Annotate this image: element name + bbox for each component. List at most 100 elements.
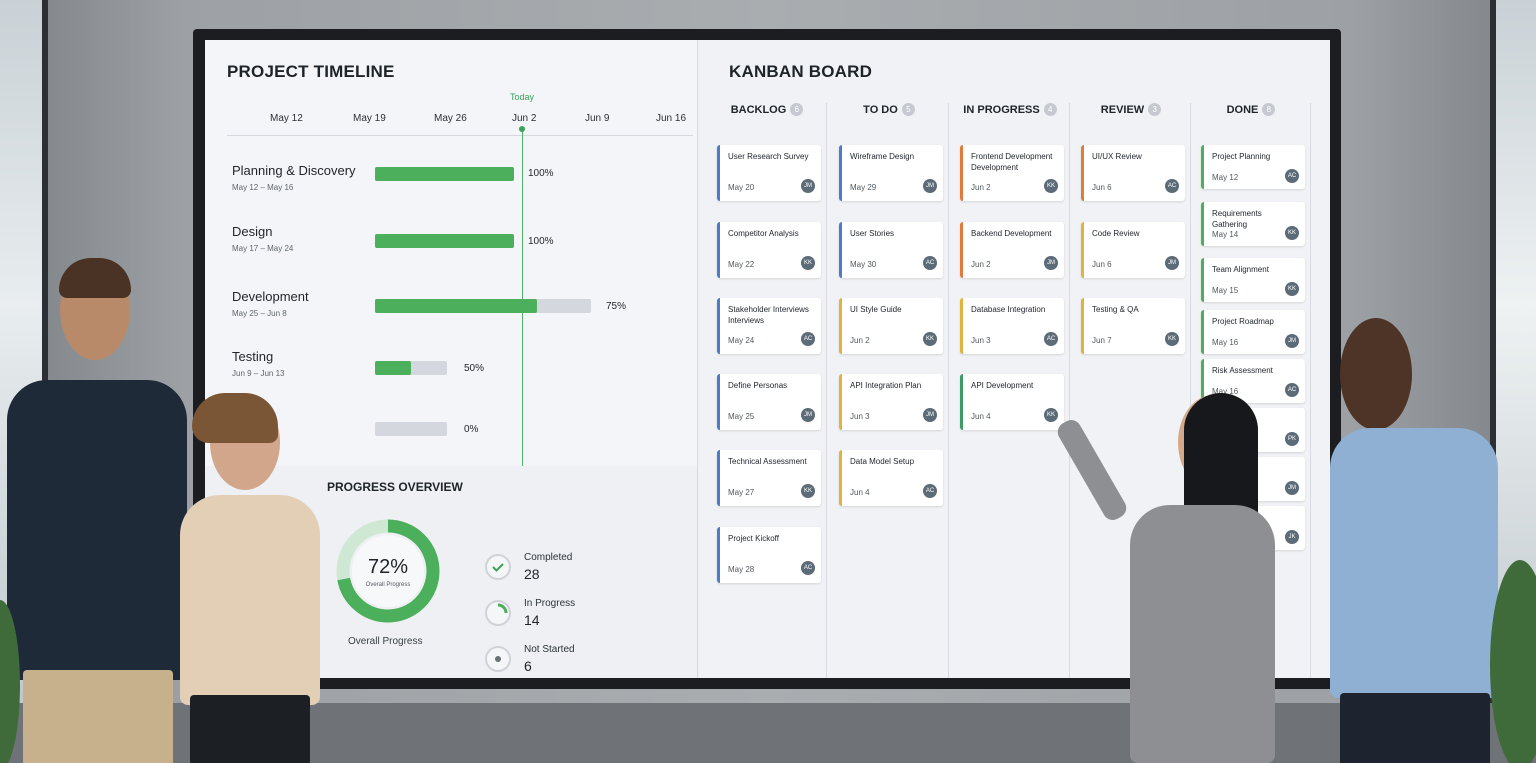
kanban-card[interactable]: Requirements Gathering May 14 KK [1201, 202, 1305, 246]
task-row[interactable]: Testing Jun 9 – Jun 13 50% [232, 349, 672, 389]
person-woman-left [180, 393, 330, 763]
kanban-card[interactable]: Backend Development Jun 2 JM [960, 222, 1064, 278]
date-tick: May 26 [434, 113, 467, 124]
card-title: Requirements Gathering [1212, 209, 1262, 229]
column-count-badge: 4 [1043, 103, 1057, 116]
kanban-card[interactable]: Define Personas May 25 JM [717, 374, 821, 430]
column-header[interactable]: BACKLOG 6 [707, 103, 827, 133]
stat-value: 28 [524, 566, 540, 582]
kanban-card[interactable]: Technical Assessment May 27 KK [717, 450, 821, 506]
trousers [1340, 693, 1490, 763]
column-header[interactable]: IN PROGRESS 4 [950, 103, 1070, 133]
avatar: JK [1285, 530, 1299, 544]
card-title: Project Kickoff [728, 534, 779, 543]
task-row[interactable]: 0% [232, 410, 672, 450]
card-title: Data Model Setup [850, 457, 915, 466]
avatar: AC [1285, 383, 1299, 397]
card-date: Jun 2 [971, 183, 991, 192]
card-date: May 20 [728, 183, 755, 192]
date-tick: Jun 16 [656, 113, 687, 124]
date-axis: May 12 May 19 May 26 Jun 2 Jun 9 Jun 16 [227, 106, 693, 136]
task-dates: Jun 9 – Jun 13 [232, 369, 285, 378]
blouse [180, 495, 320, 705]
kanban-card[interactable]: Project Kickoff May 28 AC [717, 527, 821, 583]
stat-in-progress: In Progress 14 [485, 598, 635, 638]
avatar: AC [801, 332, 815, 346]
check-icon [485, 554, 511, 580]
today-marker-line [522, 128, 523, 466]
task-name: Design [232, 224, 273, 239]
task-row[interactable]: Design May 17 – May 24 100% [232, 224, 672, 264]
donut-center [352, 535, 424, 607]
column-count-badge: 8 [1262, 103, 1276, 116]
card-title: Project Planning [1212, 152, 1271, 161]
avatar: JM [923, 408, 937, 422]
timeline-title: PROJECT TIMELINE [227, 62, 395, 81]
display-screen: PROJECT TIMELINE Today May 12 May 19 May… [205, 40, 1330, 678]
kanban-card[interactable]: Database Integration Jun 3 AC [960, 298, 1064, 354]
kanban-card[interactable]: Wireframe Design May 29 JM [839, 145, 943, 201]
kanban-card[interactable]: Project Roadmap May 16 JM [1201, 310, 1305, 354]
kanban-card[interactable]: Team Alignment May 15 KK [1201, 258, 1305, 302]
stat-label: Not Started [524, 644, 575, 655]
card-date: May 27 [728, 488, 755, 497]
task-progress-fill [375, 234, 514, 248]
kanban-card[interactable]: API Development Jun 4 KK [960, 374, 1064, 430]
card-title: Database Integration [971, 305, 1046, 314]
card-title: Technical Assessment [728, 457, 807, 466]
task-row[interactable]: Planning & Discovery May 12 – May 16 100… [232, 163, 672, 203]
avatar: JM [801, 408, 815, 422]
plant-left [0, 600, 20, 763]
card-date: May 24 [728, 336, 755, 345]
date-tick: Jun 2 [512, 113, 537, 124]
kanban-card[interactable]: Competitor Analysis May 22 KK [717, 222, 821, 278]
card-date: Jun 3 [850, 412, 870, 421]
kanban-card[interactable]: UI/UX Review Jun 6 AC [1081, 145, 1185, 201]
overall-progress-donut: 72% Overall Progress [335, 518, 441, 624]
blazer [1130, 505, 1275, 763]
kanban-card[interactable]: Data Model Setup Jun 4 AC [839, 450, 943, 506]
shirt [1330, 428, 1498, 698]
kanban-card[interactable]: Project Planning May 12 AC [1201, 145, 1305, 189]
card-date: Jun 6 [1092, 183, 1112, 192]
today-marker-dot [519, 126, 525, 132]
card-title: User Stories [850, 229, 895, 238]
card-title: Team Alignment [1212, 265, 1269, 274]
column-header[interactable]: TO DO 5 [829, 103, 949, 133]
kanban-card[interactable]: UI Style Guide Jun 2 KK [839, 298, 943, 354]
overview-title: PROGRESS OVERVIEW [327, 480, 463, 494]
card-title: Risk Assessment [1212, 366, 1273, 375]
person-man-left [5, 258, 190, 763]
card-title: API Development [971, 381, 1034, 390]
card-date: May 25 [728, 412, 755, 421]
card-date: May 22 [728, 260, 755, 269]
column-header[interactable]: REVIEW 3 [1071, 103, 1191, 133]
task-name: Development [232, 289, 309, 304]
plant-right [1490, 560, 1536, 763]
stat-label: In Progress [524, 598, 576, 609]
avatar: JM [801, 179, 815, 193]
kanban-card[interactable]: Code Review Jun 6 JM [1081, 222, 1185, 278]
task-dates: May 25 – Jun 8 [232, 309, 287, 318]
kanban-card[interactable]: User Research Survey May 20 JM [717, 145, 821, 201]
task-progress-fill [375, 167, 514, 181]
kanban-card[interactable]: Frontend Development Development Jun 2 KK [960, 145, 1064, 201]
column-header[interactable]: DONE 8 [1191, 103, 1311, 133]
card-date: Jun 2 [850, 336, 870, 345]
avatar: KK [1165, 332, 1179, 346]
task-progress-bar [375, 234, 514, 248]
card-date: May 29 [850, 183, 877, 192]
head [1340, 318, 1412, 430]
card-title: Backend Development [971, 229, 1052, 238]
stat-value: 14 [524, 612, 540, 628]
kanban-card[interactable]: API Integration Plan Jun 3 JM [839, 374, 943, 430]
card-title: Project Roadmap [1212, 317, 1274, 326]
task-row[interactable]: Development May 25 – Jun 8 75% [232, 289, 672, 329]
task-percent: 100% [528, 236, 554, 247]
task-percent: 75% [606, 301, 627, 312]
kanban-card[interactable]: Testing & QA Jun 7 KK [1081, 298, 1185, 354]
kanban-column-backlog: BACKLOG 6 User Research Survey May 20 JM Comp… [707, 103, 827, 678]
kanban-card[interactable]: Stakeholder Interviews Interviews May 24 A… [717, 298, 821, 354]
kanban-card[interactable]: User Stories May 30 AC [839, 222, 943, 278]
avatar: KK [801, 256, 815, 270]
